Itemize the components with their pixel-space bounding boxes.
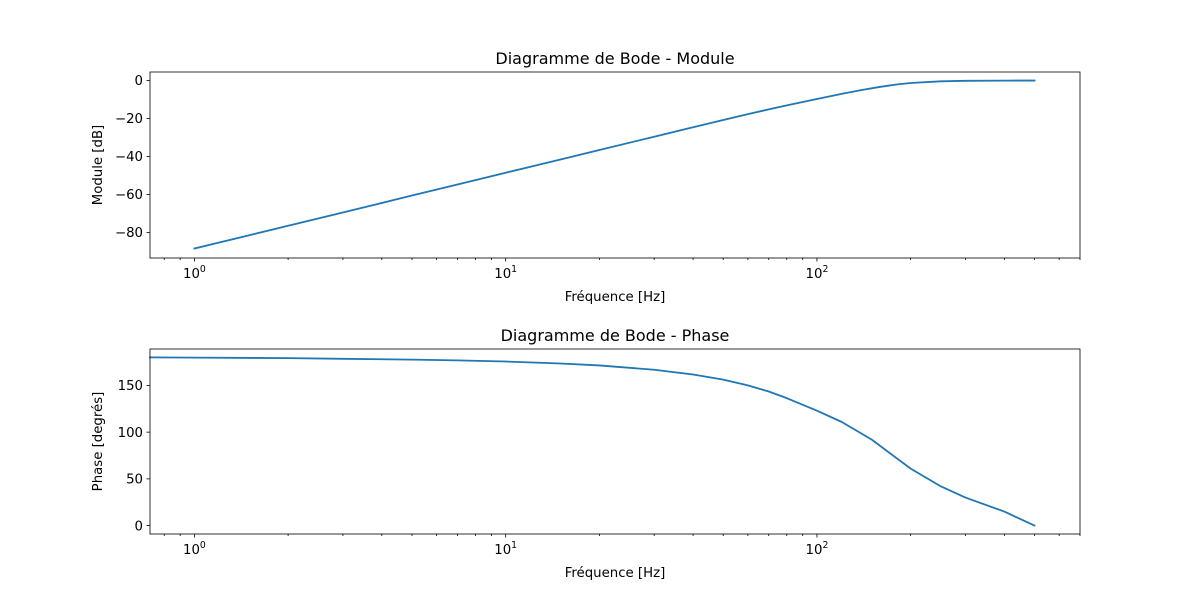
phase-y-tick-label: 50 xyxy=(126,473,143,488)
plots-group: 100 101 102 0 −20 −40 −60 −80 Diagramme de Bode … xyxy=(90,49,1081,581)
module-plot: 100 101 102 0 −20 −40 −60 −80 Diagramme de Bode … xyxy=(91,49,1081,305)
module-x-tick-label: 100 xyxy=(183,264,206,282)
phase-axes-frame xyxy=(149,348,1081,535)
phase-x-tick-label: 102 xyxy=(806,540,829,558)
module-y-tick-label: −20 xyxy=(115,112,143,127)
phase-x-minor-ticks xyxy=(163,534,1081,536)
phase-x-tick-label: 100 xyxy=(183,540,206,558)
phase-y-tick-label: 100 xyxy=(118,426,143,441)
phase-x-tick-label: 101 xyxy=(494,540,517,558)
module-x-minor-ticks xyxy=(163,258,1081,260)
phase-y-tick-label: 150 xyxy=(118,379,143,394)
phase-title: Diagramme de Bode - Phase xyxy=(501,326,730,345)
module-x-axis-label: Fréquence [Hz] xyxy=(565,289,666,305)
phase-x-axis-label: Fréquence [Hz] xyxy=(565,565,666,581)
phase-plot: 100 101 102 0 50 100 150 Diagramme de Bode - Ph… xyxy=(90,326,1081,581)
phase-y-axis-label: Phase [degrés] xyxy=(90,392,106,492)
module-y-tick-label: −40 xyxy=(115,150,143,165)
module-y-tick-label: −80 xyxy=(115,226,143,241)
module-x-tick-label: 101 xyxy=(494,264,517,282)
module-y-axis-label: Module [dB] xyxy=(91,125,106,206)
phase-series-line xyxy=(149,356,1036,527)
module-y-tick-label: −60 xyxy=(115,188,143,203)
phase-y-tick-label: 0 xyxy=(135,519,143,534)
module-axes-frame xyxy=(149,71,1081,259)
module-y-tick-label: 0 xyxy=(135,74,143,89)
module-series-line xyxy=(193,79,1036,250)
module-title: Diagramme de Bode - Module xyxy=(495,49,734,68)
module-x-tick-label: 102 xyxy=(806,264,829,282)
